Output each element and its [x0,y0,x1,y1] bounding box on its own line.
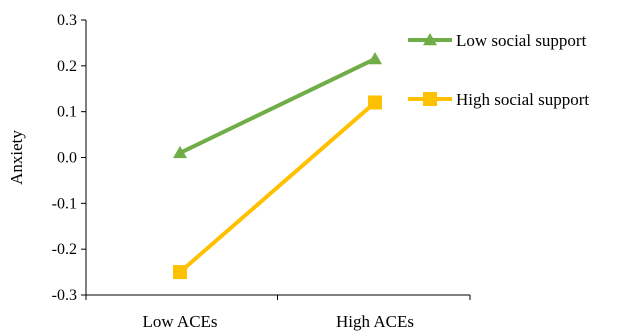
data-point [368,51,382,65]
y-tick-label: 0.2 [57,58,77,75]
y-tick-label: -0.3 [52,287,77,304]
data-point [173,265,187,280]
legend-marker [423,92,437,106]
x-category-label: Low ACEs [142,312,217,331]
y-axis-title: Anxiety [7,130,26,185]
legend-label: High social support [456,90,589,109]
legend-item: High social support [408,90,589,109]
chart-series [173,51,382,280]
y-tick-label: 0.1 [57,104,77,121]
series-line [178,100,377,274]
y-tick-label: -0.1 [52,195,77,212]
data-point [173,145,187,159]
y-tick-label: -0.2 [52,241,77,258]
series-low-social-support [173,51,382,159]
y-tick-label: 0.0 [57,150,77,167]
legend-marker [423,33,437,46]
x-category-label: High ACEs [336,312,414,331]
legend-item: Low social support [408,31,587,50]
data-point [368,95,382,110]
series-line [179,57,376,155]
legend-label: Low social support [456,31,587,50]
chart-axes: 0.3 0.2 0.1 0.0 -0.1 -0.2 -0.3 Low ACEs High ACE… [7,12,471,331]
series-high-social-support [173,95,382,280]
y-tick-label: 0.3 [57,12,77,29]
chart-legend: Low social support High social support [408,31,589,109]
